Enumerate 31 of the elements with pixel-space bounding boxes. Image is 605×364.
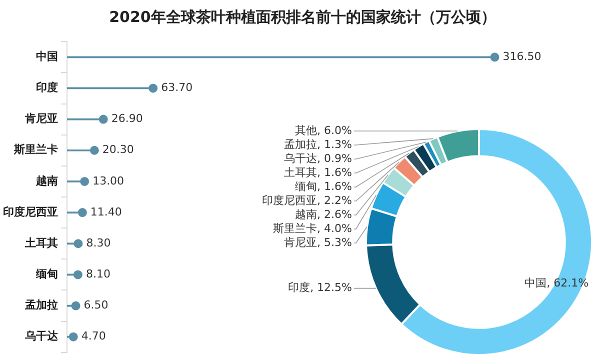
slice-label: 印度, 12.5% [288, 281, 352, 294]
y-tick-label: 土耳其 [24, 236, 58, 250]
data-label: 20.30 [102, 143, 134, 156]
y-tick-label: 印度尼西亚 [3, 205, 58, 218]
data-label: 13.00 [92, 174, 124, 188]
data-label: 8.10 [86, 268, 110, 281]
data-label: 63.70 [161, 81, 193, 94]
slice-label: 土耳其, 1.6% [284, 166, 352, 179]
slice-label: 孟加拉, 1.3% [284, 138, 352, 151]
y-tick-label: 中国 [36, 50, 58, 63]
slice-label: 越南, 2.6% [295, 208, 352, 221]
data-label: 6.50 [84, 298, 108, 312]
slice-label: 肯尼亚, 5.3% [284, 236, 352, 249]
chart-title: 2020年全球茶叶种植面积排名前十的国家统计（万公顷） [108, 8, 497, 27]
slice-label: 其他, 6.0% [295, 124, 352, 137]
data-label: 26.90 [111, 112, 143, 126]
y-tick-label: 肯尼亚 [24, 112, 58, 126]
slice-label: 乌干达, 0.9% [284, 152, 352, 165]
slice-label: 斯里兰卡, 4.0% [273, 222, 352, 235]
y-tick-label: 孟加拉 [24, 298, 58, 312]
y-tick-label: 乌干达 [24, 330, 59, 343]
slice-label: 缅甸, 1.6% [295, 180, 352, 193]
y-tick-label: 缅甸 [35, 268, 58, 281]
y-tick-label: 越南 [35, 174, 58, 188]
slice-label: 印度尼西亚, 2.2% [262, 194, 352, 207]
data-label: 4.70 [81, 330, 106, 343]
data-label: 316.50 [502, 50, 542, 63]
y-tick-label: 斯里兰卡 [13, 143, 58, 156]
y-tick-label: 印度 [36, 81, 58, 94]
data-label: 11.40 [90, 205, 122, 218]
data-label: 8.30 [86, 236, 111, 250]
